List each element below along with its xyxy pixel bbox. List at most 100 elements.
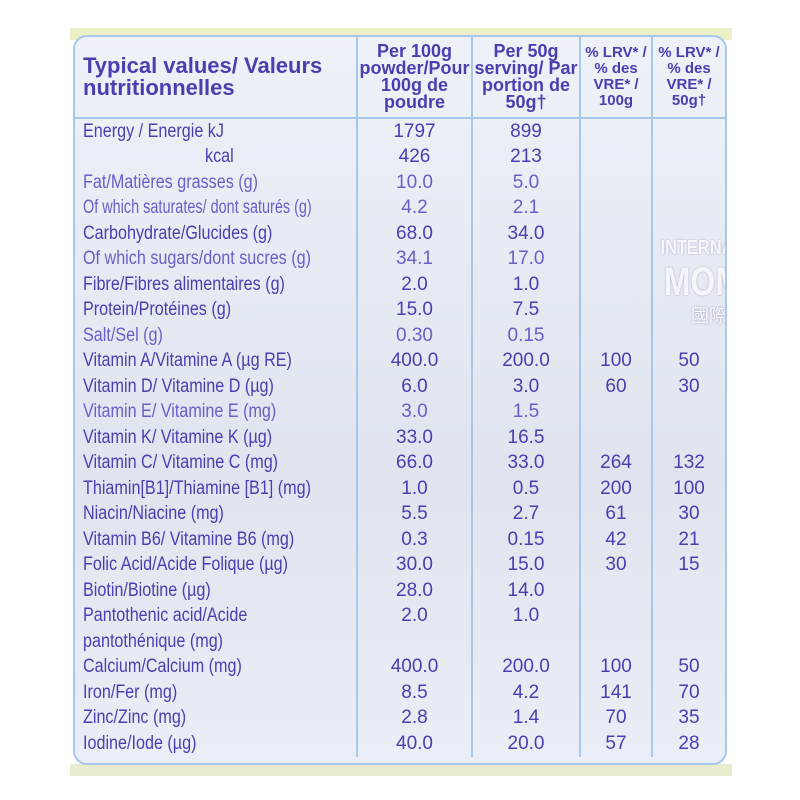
table-row: Thiamin[B1]/Thiamine [B1] (mg) 1.0 0.5 200 1…	[75, 476, 725, 502]
cell-per50: 5.0	[471, 170, 580, 196]
cell-per100: 1.0	[356, 476, 472, 502]
cell-per50: 0.5	[471, 476, 580, 502]
cell-per50: 213	[471, 144, 580, 170]
nutrient-name: Of which saturates/ dont saturés (g)	[83, 197, 312, 219]
nutrient-name: Vitamin D/ Vitamine D (µg)	[83, 375, 274, 397]
table-row: Vitamin D/ Vitamine D (µg) 6.0 3.0 60 30	[75, 374, 725, 400]
cell-lrv50	[651, 603, 725, 629]
nutrient-name: Vitamin E/ Vitamine E (mg)	[83, 401, 277, 423]
cell-per100: 68.0	[356, 221, 472, 247]
cell-name: Carbohydrate/Glucides (g)	[75, 221, 357, 247]
cell-lrv50: 35	[651, 705, 725, 731]
nutrient-name: Iodine/Iode (µg)	[83, 732, 197, 754]
table-row: Of which sugars/dont sucres (g) 34.1 17.0	[75, 246, 725, 273]
cell-per100: 28.0	[356, 578, 472, 604]
nutrient-name: Vitamin C/ Vitamine C (mg)	[83, 452, 279, 474]
table-row: Pantothenic acid/Acide 2.0 1.0	[75, 603, 725, 629]
table-row: Folic Acid/Acide Folique (µg) 30.0 15.0 30 1…	[75, 552, 725, 579]
cell-lrv50	[651, 578, 725, 604]
cell-lrv50	[651, 246, 725, 272]
cell-per100: 10.0	[356, 170, 472, 196]
nutrient-name: Iron/Fer (mg)	[83, 681, 178, 703]
cell-per100: 5.5	[356, 501, 472, 527]
table-row: Carbohydrate/Glucides (g) 68.0 34.0	[75, 221, 725, 247]
cell-per100: 4.2	[356, 195, 472, 221]
cell-lrv100: 100	[579, 348, 652, 374]
cell-per50: 20.0	[471, 731, 580, 757]
package-background-bottom	[70, 764, 732, 776]
table-row: Niacin/Niacine (mg) 5.5 2.7 61 30	[75, 501, 725, 527]
cell-per50: 2.1	[471, 195, 580, 221]
cell-per50: 34.0	[471, 221, 580, 247]
table-row: Vitamin C/ Vitamine C (mg) 66.0 33.0 264 132	[75, 450, 725, 477]
header-per50: Per 50g serving/ Par portion de 50g†	[471, 37, 580, 119]
cell-per100: 1797	[356, 118, 472, 145]
table-row: Protein/Protéines (g) 15.0 7.5	[75, 297, 725, 324]
cell-lrv100	[579, 425, 652, 451]
cell-lrv100: 61	[579, 501, 652, 527]
nutrient-name: Salt/Sel (g)	[83, 324, 163, 346]
table-row: Of which saturates/ dont saturés (g) 4.2 2…	[75, 195, 725, 221]
nutrient-name: Pantothenic acid/Acide	[83, 605, 248, 627]
cell-name: Vitamin A/Vitamine A (µg RE)	[75, 349, 357, 375]
nutrition-label: Typical values/ Valeurs nutritionnelles …	[73, 35, 727, 765]
nutrient-name: kcal	[205, 146, 234, 168]
cell-lrv50	[651, 144, 725, 170]
cell-per100: 66.0	[356, 450, 472, 476]
cell-lrv50	[651, 425, 725, 451]
cell-per100: 0.3	[356, 527, 472, 553]
table-row: Fat/Matières grasses (g) 10.0 5.0	[75, 170, 725, 196]
cell-name: Protein/Protéines (g)	[75, 298, 357, 324]
cell-lrv100	[579, 603, 652, 629]
cell-lrv100: 141	[579, 680, 652, 706]
cell-per100: 400.0	[356, 348, 472, 374]
cell-per50: 200.0	[471, 654, 580, 680]
cell-lrv100: 30	[579, 552, 652, 578]
cell-lrv50	[651, 629, 725, 655]
cell-per50: 0.15	[471, 323, 580, 349]
cell-name: Of which sugars/dont sucres (g)	[75, 247, 357, 273]
table-row: Vitamin K/ Vitamine K (µg) 33.0 16.5	[75, 425, 725, 451]
cell-name: Vitamin K/ Vitamine K (µg)	[75, 425, 357, 451]
cell-per50: 3.0	[471, 374, 580, 400]
cell-lrv100	[579, 297, 652, 323]
table-row: Iodine/Iode (µg) 40.0 20.0 57 28	[75, 731, 725, 757]
nutrition-table: Typical values/ Valeurs nutritionnelles …	[75, 37, 725, 757]
cell-lrv50	[651, 297, 725, 323]
nutrient-name: pantothénique (mg)	[83, 630, 224, 652]
nutrient-name: Vitamin A/Vitamine A (µg RE)	[83, 350, 292, 372]
cell-name: Folic Acid/Acide Folique (µg)	[75, 553, 357, 579]
cell-lrv50	[651, 118, 725, 145]
cell-lrv50: 21	[651, 527, 725, 553]
nutrient-name: Zinc/Zinc (mg)	[83, 707, 187, 729]
cell-per50: 1.0	[471, 272, 580, 298]
cell-per100: 3.0	[356, 399, 472, 425]
nutrient-name: Vitamin B6/ Vitamine B6 (mg)	[83, 528, 295, 550]
table-row: Vitamin B6/ Vitamine B6 (mg) 0.3 0.15 42 21	[75, 527, 725, 553]
table-row: Vitamin A/Vitamine A (µg RE) 400.0 200.0 10…	[75, 348, 725, 375]
cell-lrv50	[651, 272, 725, 298]
nutrient-name: Biotin/Biotine (µg)	[83, 579, 211, 601]
nutrient-name: Fibre/Fibres alimentaires (g)	[83, 273, 285, 295]
cell-lrv50: 30	[651, 501, 725, 527]
cell-name: Iron/Fer (mg)	[75, 680, 357, 706]
cell-per50: 14.0	[471, 578, 580, 604]
cell-lrv100	[579, 323, 652, 349]
nutrient-name: Fat/Matières grasses (g)	[83, 171, 259, 193]
cell-per100	[356, 629, 472, 655]
cell-lrv100: 60	[579, 374, 652, 400]
cell-lrv50	[651, 399, 725, 425]
cell-lrv50: 100	[651, 476, 725, 502]
cell-lrv100	[579, 246, 652, 272]
cell-per50	[471, 629, 580, 655]
cell-lrv50: 28	[651, 731, 725, 757]
cell-per50: 0.15	[471, 527, 580, 553]
cell-lrv50	[651, 195, 725, 221]
cell-lrv50	[651, 170, 725, 196]
cell-per100: 6.0	[356, 374, 472, 400]
cell-lrv50: 50	[651, 348, 725, 374]
cell-per50: 15.0	[471, 552, 580, 578]
cell-per50: 2.7	[471, 501, 580, 527]
cell-name: Vitamin C/ Vitamine C (mg)	[75, 451, 357, 477]
cell-name: Fat/Matières grasses (g)	[75, 170, 357, 196]
